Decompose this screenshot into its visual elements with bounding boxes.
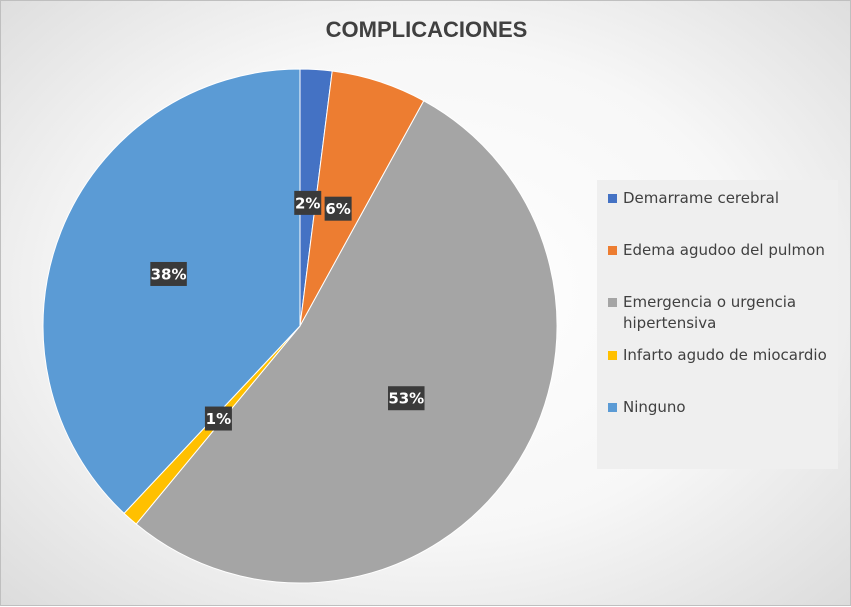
data-label: 1% [204,406,232,431]
legend: Demarrame cerebral Edema agudoo del pulmo… [597,180,838,469]
legend-swatch [608,403,617,412]
legend-swatch [608,194,617,203]
chart-title: COMPLICACIONES [325,17,528,42]
legend-label: Infarto agudo de miocardio [623,346,827,364]
legend-item: Infarto agudo de miocardio [597,345,838,366]
data-label-text: 38% [151,265,187,283]
data-label: 53% [388,386,425,411]
data-label-box [294,190,322,215]
legend-item: Ninguno [597,397,838,418]
pie-slice [135,100,558,584]
legend-item: Demarrame cerebral [597,188,838,209]
data-label-text: 2% [295,194,320,212]
legend-item: Emergencia o urgencia hipertensiva [597,292,838,334]
data-label: 6% [324,196,352,221]
legend-swatch [608,351,617,360]
legend-item: Edema agudoo del pulmon [597,240,838,261]
legend-label: Edema agudoo del pulmon [623,241,825,259]
data-label-text: 6% [325,200,350,218]
data-label-box [150,261,187,286]
data-label: 2% [294,190,322,215]
data-label-box [324,196,352,221]
data-label-text: 53% [388,390,424,408]
legend-label: Emergencia o urgencia hipertensiva [623,293,797,332]
data-label-text: 1% [206,410,231,428]
legend-swatch [608,246,617,255]
data-label: 38% [150,261,187,286]
data-label-box [204,406,232,431]
legend-label: Ninguno [623,398,686,416]
legend-swatch [608,298,617,307]
legend-label: Demarrame cerebral [623,189,780,207]
data-label-box [388,386,425,411]
pie-slice [42,68,301,515]
